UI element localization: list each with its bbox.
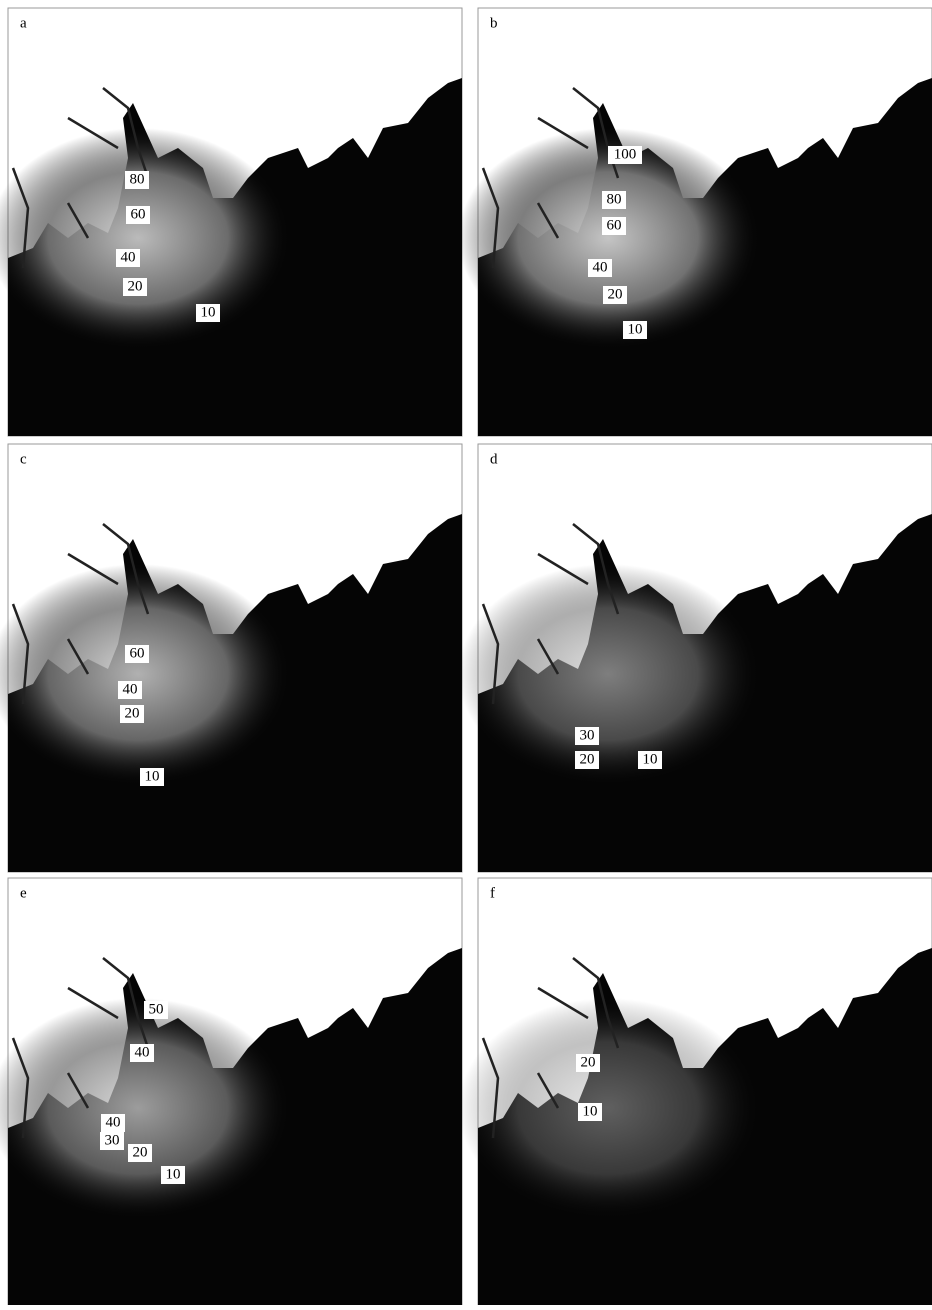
contour-label: 20 <box>125 705 140 721</box>
contour-label: 20 <box>608 286 623 302</box>
contour-label: 10 <box>166 1166 181 1182</box>
contour-label: 60 <box>131 206 146 222</box>
contour-label: 10 <box>201 304 216 320</box>
plume <box>0 564 288 784</box>
contour-label: 10 <box>643 751 658 767</box>
panel-label: f <box>490 885 495 901</box>
contour-label: 30 <box>580 727 595 743</box>
plume <box>0 998 288 1218</box>
contour-label: 30 <box>105 1132 120 1148</box>
map-panel: a 80 60 40 20 10 <box>0 8 462 436</box>
plume <box>458 998 758 1218</box>
contour-label: 40 <box>135 1044 150 1060</box>
plume <box>458 564 758 784</box>
contour-label: 80 <box>130 171 145 187</box>
contour-label: 20 <box>133 1144 148 1160</box>
panel-label: c <box>20 451 27 467</box>
panel-label: b <box>490 15 498 31</box>
contour-label: 20 <box>128 278 143 294</box>
panel-label: d <box>490 451 498 467</box>
contour-label: 60 <box>607 217 622 233</box>
map-panel: e 50 40 40 30 20 10 <box>0 878 462 1305</box>
contour-label: 40 <box>123 681 138 697</box>
contour-label: 40 <box>593 259 608 275</box>
contour-label: 10 <box>628 321 643 337</box>
contour-label: 50 <box>149 1001 164 1017</box>
contour-label: 100 <box>614 146 637 162</box>
map-panel: d 30 20 10 <box>458 444 932 872</box>
contour-label: 60 <box>130 645 145 661</box>
map-panel: c 60 40 20 10 <box>0 444 462 872</box>
panel-label: e <box>20 885 27 901</box>
contour-label: 10 <box>583 1103 598 1119</box>
contour-label: 20 <box>581 1054 596 1070</box>
contour-label: 20 <box>580 751 595 767</box>
contour-label: 40 <box>121 249 136 265</box>
figure: a8060402010b1008060402010c60402010d30201… <box>0 0 932 1305</box>
map-panel: f 20 10 <box>458 878 932 1305</box>
contour-label: 40 <box>106 1114 121 1130</box>
plume <box>0 128 288 348</box>
contour-label: 10 <box>145 768 160 784</box>
contour-label: 80 <box>607 191 622 207</box>
panel-label: a <box>20 15 27 31</box>
